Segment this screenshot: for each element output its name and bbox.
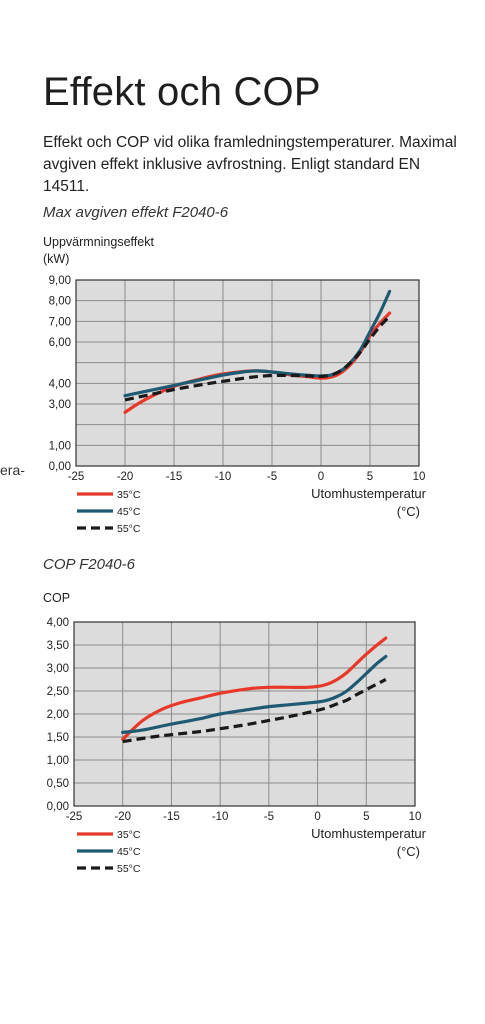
y-tick-label: 8,00	[49, 296, 71, 308]
plot-frame	[73, 621, 416, 807]
x-tick-label: 5	[367, 471, 373, 483]
y-tick-label: 2,00	[47, 709, 69, 721]
y-tick-label: 6,00	[49, 337, 71, 349]
x-tick-label: 5	[363, 811, 369, 823]
x-tick-label: -15	[166, 471, 183, 483]
series-line-55c	[122, 678, 387, 744]
cop-chart: COP 0,00 0,50 1,00 1,50 2,00 2,50 3,00 3,50 4,00 -…	[43, 591, 427, 875]
x-axis-label: (°C)	[397, 504, 420, 519]
x-tick-label: -10	[212, 811, 229, 823]
x-tick-label: -25	[68, 471, 85, 483]
legend-label: 35°C	[117, 489, 141, 501]
y-tick-label: 3,00	[47, 663, 69, 675]
y-tick-label: 0,50	[47, 778, 69, 790]
chart-2-title: COP F2040-6	[43, 556, 135, 573]
intro-text: Effekt och COP vid olika framledningstem…	[43, 134, 457, 195]
x-tick-label: 10	[409, 811, 422, 823]
legend-label: 55°C	[117, 523, 141, 535]
y-tick-label: 0,00	[49, 461, 71, 473]
page-title: Effekt och COP	[43, 70, 321, 114]
series-line-45c	[121, 654, 388, 734]
y-tick-label: 0,00	[47, 801, 69, 813]
x-axis-label: (°C)	[397, 844, 420, 859]
x-tick-label: 0	[314, 811, 320, 823]
y-tick-label: 4,00	[49, 378, 71, 390]
y-tick-label: 1,50	[47, 732, 69, 744]
y-tick-label: 1,00	[47, 755, 69, 767]
y-tick-label: 4,00	[47, 617, 69, 629]
x-tick-label: -5	[264, 811, 274, 823]
power-chart: Uppvärmningseffekt (kW) 0,00 1,00 3,00 4,00 6,…	[43, 235, 427, 535]
y-axis-label: COP	[43, 591, 70, 605]
y-axis-label: (kW)	[43, 252, 69, 266]
x-tick-label: -10	[215, 471, 232, 483]
y-tick-label: 9,00	[49, 275, 71, 287]
x-tick-label: -15	[163, 811, 180, 823]
x-tick-label: -5	[267, 471, 277, 483]
x-axis-label: Utomhustemperatur	[311, 486, 427, 501]
y-tick-label: 3,50	[47, 640, 69, 652]
x-tick-label: -20	[117, 471, 134, 483]
y-tick-label: 2,50	[47, 686, 69, 698]
y-tick-label: 3,00	[49, 399, 71, 411]
legend-label: 45°C	[117, 846, 141, 858]
cut-off-text: era-	[0, 462, 25, 478]
y-tick-label: 1,00	[49, 440, 71, 452]
legend-label: 55°C	[117, 863, 141, 875]
series-line-45c	[123, 289, 392, 398]
x-tick-label: 10	[413, 471, 426, 483]
y-tick-label: 7,00	[49, 316, 71, 328]
x-axis-label: Utomhustemperatur	[311, 826, 427, 841]
legend-label: 45°C	[117, 506, 141, 518]
x-tick-label: -20	[114, 811, 131, 823]
series-line-55c	[124, 315, 391, 402]
legend-label: 35°C	[117, 829, 141, 841]
plot-frame	[75, 279, 420, 467]
series-line-35c	[121, 636, 388, 741]
chart-1-title: Max avgiven effekt F2040-6	[43, 204, 229, 221]
x-tick-label: -25	[66, 811, 83, 823]
x-tick-label: 0	[318, 471, 324, 483]
y-axis-label: Uppvärmningseffekt	[43, 235, 154, 249]
